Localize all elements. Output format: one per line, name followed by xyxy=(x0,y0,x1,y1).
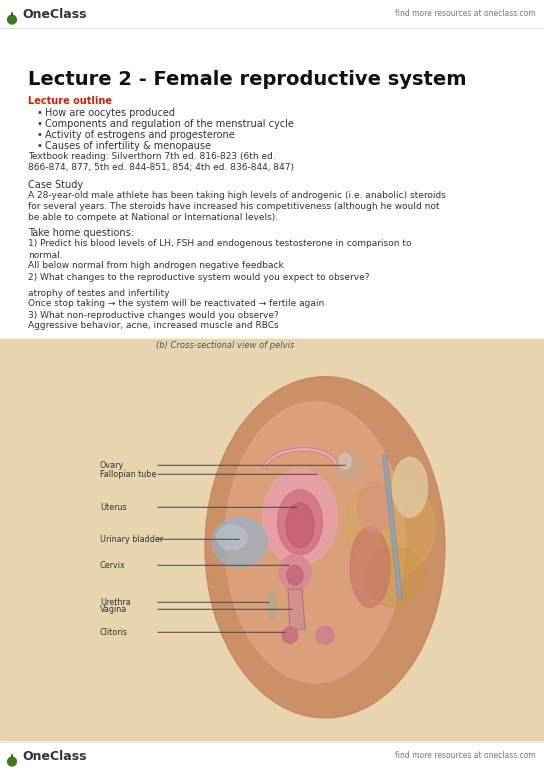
Text: atrophy of testes and infertility: atrophy of testes and infertility xyxy=(28,289,170,297)
Text: Lecture outline: Lecture outline xyxy=(28,96,112,106)
Text: OneClass: OneClass xyxy=(22,749,86,762)
Ellipse shape xyxy=(365,547,425,608)
Text: Take home questions:: Take home questions: xyxy=(28,229,134,239)
Ellipse shape xyxy=(205,377,445,718)
Text: •: • xyxy=(36,130,42,140)
Text: Clitoris: Clitoris xyxy=(100,628,128,637)
Ellipse shape xyxy=(345,477,435,578)
Ellipse shape xyxy=(225,402,405,683)
Text: Aggressive behavior, acne, increased muscle and RBCs: Aggressive behavior, acne, increased mus… xyxy=(28,322,279,330)
Ellipse shape xyxy=(393,457,428,517)
Ellipse shape xyxy=(279,554,311,590)
Circle shape xyxy=(282,628,298,643)
Text: Lecture 2 - Female reproductive system: Lecture 2 - Female reproductive system xyxy=(28,70,467,89)
Text: (b) Cross-sectional view of pelvis: (b) Cross-sectional view of pelvis xyxy=(156,341,294,350)
Text: Case Study: Case Study xyxy=(28,179,83,189)
Text: How are oocytes produced: How are oocytes produced xyxy=(45,108,175,118)
Text: •: • xyxy=(36,119,42,129)
Text: Vagina: Vagina xyxy=(100,604,127,614)
Ellipse shape xyxy=(357,482,393,532)
Text: A 28-year-old male athlete has been taking high levels of androgenic (i.e. anabo: A 28-year-old male athlete has been taki… xyxy=(28,190,446,223)
Text: find more resources at oneclass.com: find more resources at oneclass.com xyxy=(395,9,536,18)
Text: OneClass: OneClass xyxy=(22,8,86,21)
Ellipse shape xyxy=(350,527,390,608)
Text: Activity of estrogens and progesterone: Activity of estrogens and progesterone xyxy=(45,130,235,140)
Ellipse shape xyxy=(263,470,337,564)
Ellipse shape xyxy=(213,517,268,567)
Text: Causes of infertility & menopause: Causes of infertility & menopause xyxy=(45,141,211,151)
Circle shape xyxy=(8,757,16,766)
Text: Fallopian tube: Fallopian tube xyxy=(100,470,156,479)
Text: Ovary: Ovary xyxy=(100,460,124,470)
Text: Textbook reading: Silverthorn 7th ed. 816-823 (6th ed.
866-874, 877, 5th ed. 844: Textbook reading: Silverthorn 7th ed. 81… xyxy=(28,152,294,172)
Text: All below normal from high androgen negative feedback: All below normal from high androgen nega… xyxy=(28,262,284,270)
Circle shape xyxy=(8,15,16,24)
Text: •: • xyxy=(36,108,42,118)
Text: 3) What non-reproductive changes would you observe?: 3) What non-reproductive changes would y… xyxy=(28,310,279,320)
Text: Uterus: Uterus xyxy=(100,503,127,512)
Text: Urinary bladder: Urinary bladder xyxy=(100,535,163,544)
Text: 2) What changes to the reproductive system would you expect to observe?: 2) What changes to the reproductive syst… xyxy=(28,273,369,282)
Bar xyxy=(0,339,544,740)
Polygon shape xyxy=(288,589,305,629)
Text: find more resources at oneclass.com: find more resources at oneclass.com xyxy=(395,752,536,761)
Text: 1) Predict his blood levels of LH, FSH and endogenous testosterone in comparison: 1) Predict his blood levels of LH, FSH a… xyxy=(28,239,411,260)
Text: Once stop taking → the system will be reactivated → fertile again: Once stop taking → the system will be re… xyxy=(28,300,324,309)
Circle shape xyxy=(316,626,334,644)
Ellipse shape xyxy=(286,503,314,547)
Text: Urethra: Urethra xyxy=(100,598,131,607)
Text: Cervix: Cervix xyxy=(100,561,126,570)
Text: •: • xyxy=(36,141,42,151)
Ellipse shape xyxy=(267,591,277,619)
Bar xyxy=(100,339,350,353)
Ellipse shape xyxy=(217,525,247,550)
Ellipse shape xyxy=(287,565,303,585)
Ellipse shape xyxy=(339,454,351,469)
Text: Components and regulation of the menstrual cycle: Components and regulation of the menstru… xyxy=(45,119,294,129)
Ellipse shape xyxy=(277,490,323,554)
Ellipse shape xyxy=(338,451,358,479)
